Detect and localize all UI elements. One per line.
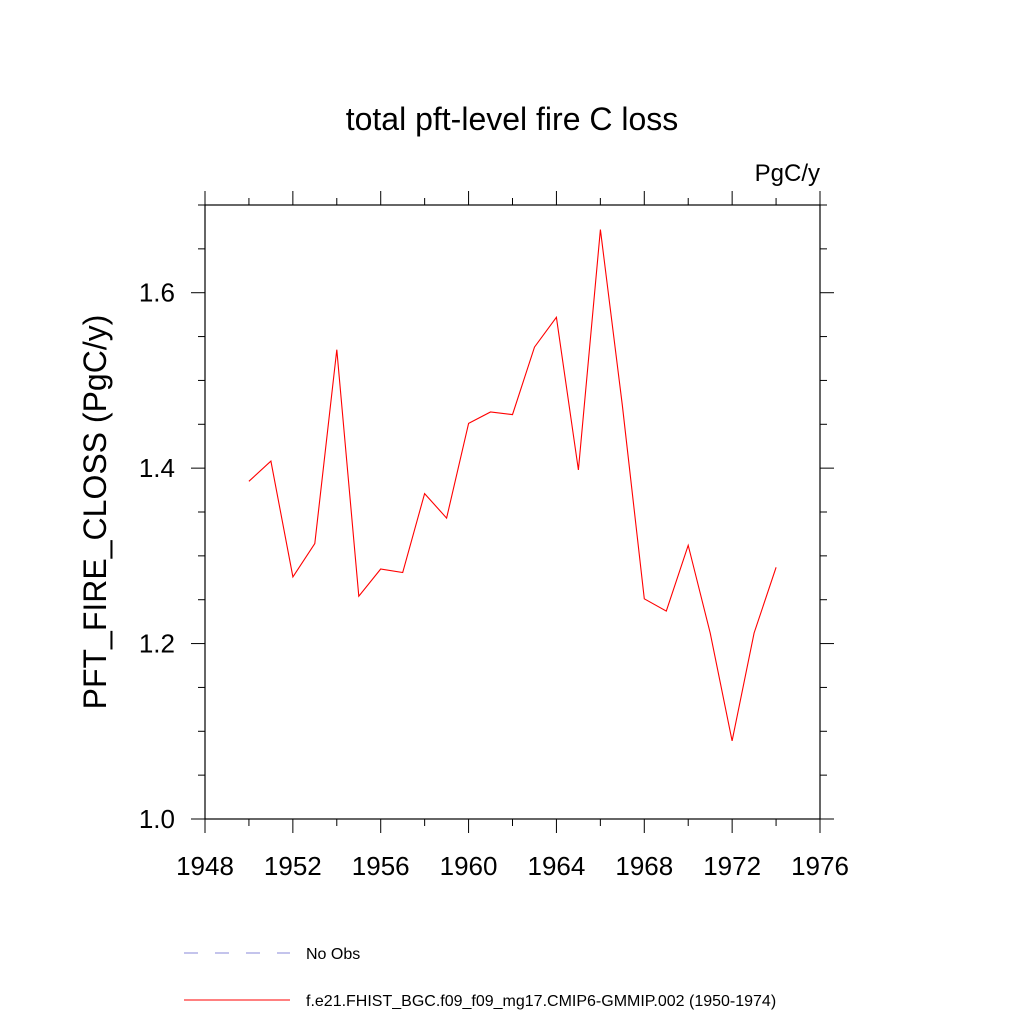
plot-frame: [204, 204, 821, 820]
series-line: [248, 229, 777, 742]
legend: No Obs f.e21.FHIST_BGC.f09_f09_mg17.CMIP6…: [184, 946, 776, 1010]
legend-label: f.e21.FHIST_BGC.f09_f09_mg17.CMIP6-GMMIP…: [306, 993, 776, 1010]
y-tick-label: 1.4: [139, 453, 175, 483]
x-tick-label: 1972: [703, 851, 761, 881]
x-tick-label: 1956: [352, 851, 410, 881]
x-tick-label: 1964: [528, 851, 586, 881]
y-tick-label: 1.0: [139, 804, 175, 834]
y-tick-label: 1.2: [139, 629, 175, 659]
x-tick-label: 1976: [791, 851, 849, 881]
x-tick-label: 1952: [264, 851, 322, 881]
data-series: [248, 229, 777, 742]
legend-label: No Obs: [306, 946, 360, 963]
y-tick-label: 1.6: [139, 278, 175, 308]
y-axis-label: PFT_FIRE_CLOSS (PgC/y): [77, 315, 113, 710]
axis-ticks: 1948 1952 1956 1960 1964 1968 1972 1976 1.0 1.2 1.…: [139, 191, 849, 881]
x-tick-label: 1968: [615, 851, 673, 881]
units-label: PgC/y: [755, 160, 820, 187]
chart-title: total pft-level fire C loss: [346, 101, 679, 137]
x-tick-label: 1948: [176, 851, 234, 881]
x-tick-label: 1960: [440, 851, 498, 881]
